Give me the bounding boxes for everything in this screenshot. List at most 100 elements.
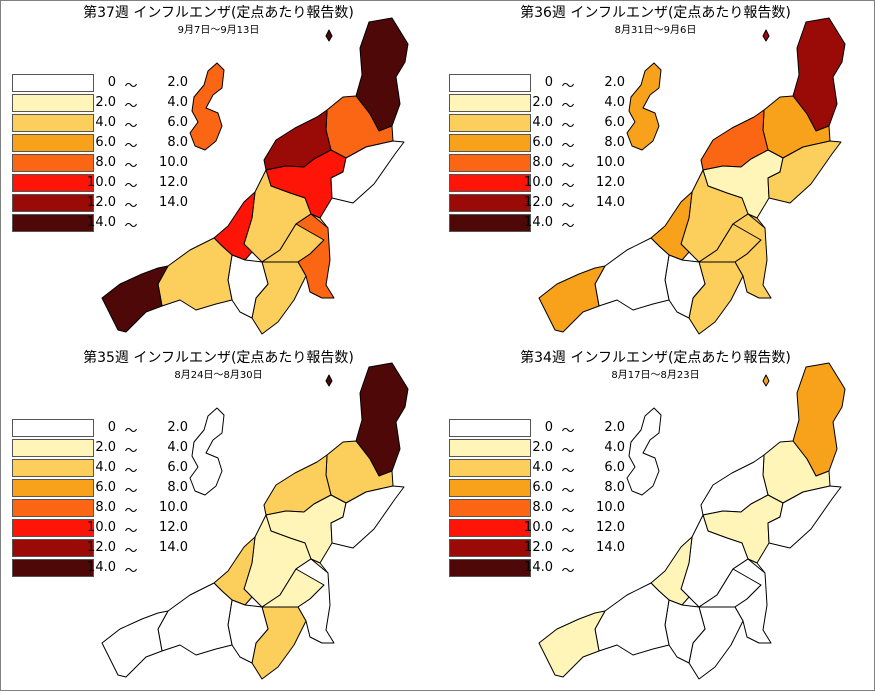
legend-to-value: 6.0: [167, 115, 188, 130]
legend-range-separator: ～: [124, 79, 138, 94]
legend-range-separator: ～: [124, 464, 138, 479]
legend-from-value: 12.0: [87, 195, 116, 210]
legend-range-separator: ～: [561, 484, 575, 499]
legend-swatch: [12, 214, 94, 232]
legend-from-value: 8.0: [532, 155, 553, 170]
legend-from-value: 0: [544, 75, 553, 90]
panel-title: 第35週 インフルエンザ(定点あたり報告数): [83, 350, 354, 366]
region-itoigawa: [538, 265, 606, 333]
legend-to-value: 14.0: [596, 540, 625, 555]
legend-swatch: [12, 114, 94, 132]
legend-from-value: 6.0: [95, 480, 116, 495]
region-uonuma: [295, 213, 335, 299]
panel-subtitle: 9月7日～9月13日: [177, 25, 260, 36]
legend-swatch: [449, 114, 531, 132]
niigata-choropleth-map: [538, 362, 846, 680]
legend-swatch: [12, 539, 94, 557]
legend-range-separator: ～: [561, 544, 575, 559]
legend-range-separator: ～: [124, 119, 138, 134]
legend-range-separator: ～: [561, 79, 575, 94]
legend-from-value: 4.0: [532, 115, 553, 130]
legend-from-value: 2.0: [95, 440, 116, 455]
legend-swatch: [449, 479, 531, 497]
legend-from-value: 4.0: [95, 460, 116, 475]
region-joetsu: [594, 237, 670, 311]
legend-swatch: [449, 539, 531, 557]
legend-swatch: [449, 194, 531, 212]
legend-from-value: 8.0: [95, 500, 116, 515]
legend-swatch: [12, 94, 94, 112]
region-joetsu: [157, 237, 233, 311]
panel-subtitle: 8月24日～8月30日: [174, 370, 263, 381]
legend-range-separator: ～: [124, 424, 138, 439]
legend-swatch: [12, 174, 94, 192]
legend-range-separator: ～: [561, 159, 575, 174]
legend-from-value: 12.0: [87, 540, 116, 555]
legend-swatch: [449, 499, 531, 517]
panel-title: 第34週 インフルエンザ(定点あたり報告数): [520, 350, 791, 366]
legend-swatch: [449, 459, 531, 477]
legend-range-separator: ～: [561, 524, 575, 539]
legend-swatch: [449, 419, 531, 437]
legend-range-separator: ～: [561, 199, 575, 214]
legend-range-separator: ～: [561, 139, 575, 154]
legend-from-value: 2.0: [532, 95, 553, 110]
legend-from-value: 4.0: [532, 460, 553, 475]
legend-range-separator: ～: [124, 524, 138, 539]
legend-to-value: 8.0: [167, 135, 188, 150]
legend-to-value: 10.0: [596, 155, 625, 170]
region-agano: [767, 140, 842, 204]
legend-range-separator: ～: [124, 199, 138, 214]
region-uonuma: [295, 558, 335, 644]
map-panel-week37: 第37週 インフルエンザ(定点あたり報告数) 9月7日～9月13日 0 ～ 2.0 2.0…: [0, 0, 437, 345]
legend-to-value: 2.0: [604, 75, 625, 90]
panel-subtitle: 8月17日～8月23日: [611, 370, 700, 381]
legend-range-separator: ～: [124, 159, 138, 174]
legend-range-separator: ～: [561, 444, 575, 459]
legend-from-value: 6.0: [532, 135, 553, 150]
region-joetsu: [157, 582, 233, 656]
legend-range-separator: ～: [124, 504, 138, 519]
legend-to-value: 4.0: [167, 95, 188, 110]
region-itoigawa: [538, 610, 606, 678]
region-agano: [330, 485, 405, 549]
legend-from-value: 2.0: [532, 440, 553, 455]
legend-to-value: 12.0: [596, 520, 625, 535]
panel-title: 第36週 インフルエンザ(定点あたり報告数): [520, 5, 791, 21]
region-agano: [330, 140, 405, 204]
legend-swatch: [12, 134, 94, 152]
niigata-choropleth-map: [538, 17, 846, 335]
legend-swatch: [12, 499, 94, 517]
legend-to-value: 8.0: [604, 135, 625, 150]
region-itoigawa: [101, 610, 169, 678]
legend-swatch: [449, 214, 531, 232]
legend-to-value: 2.0: [167, 420, 188, 435]
legend-swatch: [12, 419, 94, 437]
legend-from-value: 6.0: [95, 135, 116, 150]
region-sado: [626, 62, 662, 151]
legend-to-value: 10.0: [159, 500, 188, 515]
legend-from-value: 14.0: [524, 215, 553, 230]
legend-range-separator: ～: [124, 564, 138, 579]
legend-to-value: 4.0: [604, 95, 625, 110]
region-agano: [767, 485, 842, 549]
region-itoigawa: [101, 265, 169, 333]
legend-from-value: 8.0: [95, 155, 116, 170]
legend-from-value: 2.0: [95, 95, 116, 110]
legend-range-separator: ～: [561, 119, 575, 134]
region-uonuma: [732, 213, 772, 299]
legend-range-separator: ～: [561, 564, 575, 579]
legend-range-separator: ～: [561, 179, 575, 194]
legend-range-separator: ～: [124, 544, 138, 559]
region-uonuma: [732, 558, 772, 644]
legend-swatch: [12, 194, 94, 212]
legend-to-value: 8.0: [604, 480, 625, 495]
legend-range-separator: ～: [561, 99, 575, 114]
legend-from-value: 4.0: [95, 115, 116, 130]
legend-to-value: 6.0: [604, 460, 625, 475]
legend-to-value: 6.0: [167, 460, 188, 475]
legend-swatch: [449, 154, 531, 172]
legend-from-value: 14.0: [87, 215, 116, 230]
legend-range-separator: ～: [561, 504, 575, 519]
legend-swatch: [12, 459, 94, 477]
